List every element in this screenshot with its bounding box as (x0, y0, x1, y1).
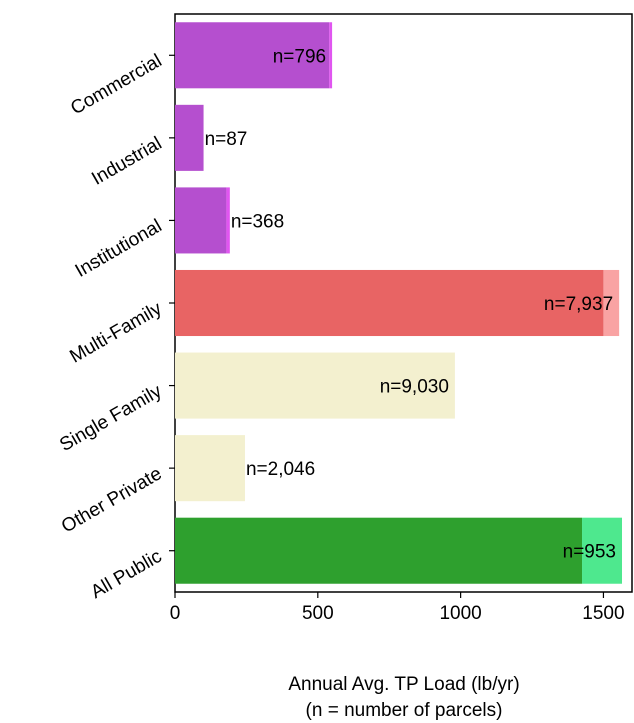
data-label: n=9,030 (380, 377, 449, 398)
bar-commercial-seg-0 (175, 22, 330, 89)
bar-institutional-seg-0 (175, 187, 227, 254)
y-tick-label: Industrial (88, 133, 165, 190)
y-tick-label: Other Private (58, 463, 165, 537)
bar-multi-family-seg-0 (175, 269, 604, 337)
x-tick-label: 1000 (439, 603, 481, 624)
x-tick-label: 0 (170, 603, 181, 624)
bar-commercial-seg-1 (329, 22, 333, 89)
bar-other-private-seg-0 (175, 435, 245, 502)
data-label: n=87 (205, 129, 248, 150)
x-tick-label: 1500 (582, 603, 624, 624)
y-tick-label: Institutional (72, 216, 166, 282)
y-tick-label: Multi-Family (66, 298, 166, 368)
x-axis-subtitle: (n = number of parcels) (306, 700, 503, 721)
bar-single-family-seg-0 (175, 352, 455, 419)
data-label: n=7,937 (544, 294, 613, 315)
data-label: n=953 (563, 542, 616, 563)
x-tick-label: 500 (302, 603, 334, 624)
y-tick-label: Single Family (56, 380, 166, 455)
bar-multi-family-seg-1 (603, 269, 620, 337)
bar-institutional-seg-1 (226, 187, 230, 254)
y-tick-label: All Public (87, 546, 165, 603)
category-labels: Commercial Industrial Institutional Multi-F… (56, 50, 175, 603)
y-tick-label: Commercial (67, 50, 165, 119)
bar-all-public-seg-0 (175, 517, 583, 584)
data-label: n=796 (273, 46, 326, 67)
bar-all-public-seg-1 (582, 517, 623, 584)
x-ticks: 0 500 1000 1500 (170, 592, 625, 624)
bar-industrial-seg-0 (175, 104, 204, 171)
data-label: n=2,046 (246, 459, 315, 480)
bars-group: n=796 n=87 n=368 n=7,937 n=9,030 n=2,046 n=953 (175, 22, 623, 584)
x-axis-title: Annual Avg. TP Load (lb/yr) (288, 674, 519, 695)
data-label: n=368 (231, 211, 284, 232)
